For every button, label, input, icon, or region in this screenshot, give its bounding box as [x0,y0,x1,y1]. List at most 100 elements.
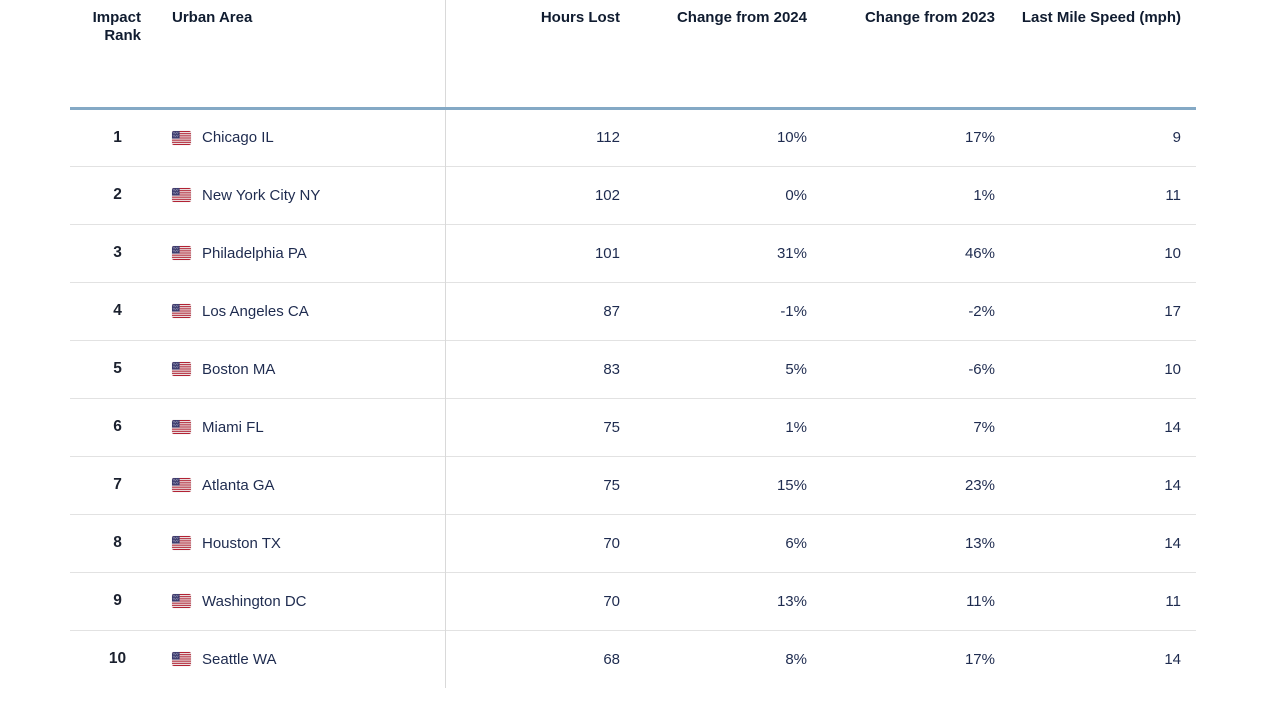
table-header: Impact Rank Urban Area Hours Lost Change… [70,0,1196,110]
urban-area-table: Impact Rank Urban Area Hours Lost Change… [70,0,1196,688]
table-row: 2 [70,165,1196,224]
urban-area-cell: Miami FL [165,397,446,456]
urban-area-cell: Philadelphia PA [165,223,446,282]
table-row: 6 [70,397,1196,456]
impact-rank-cell: 5 [70,339,165,398]
us-flag-icon [172,536,191,550]
urban-area-label: Houston TX [202,534,281,552]
table-row: 1 [70,108,1196,166]
last-mile-speed-cell: 14 [1010,513,1196,572]
urban-area-label: Philadelphia PA [202,244,307,262]
column-header-change-from-2024: Change from 2024 [635,0,822,110]
table-row: 4 [70,281,1196,340]
urban-area-cell: Chicago IL [165,108,446,166]
us-flag-icon [172,478,191,492]
us-flag-icon [172,652,191,667]
hours-lost-cell: 101 [445,223,635,282]
urban-area-label: Chicago IL [202,129,274,146]
change-from-2023-cell: -2% [822,281,1010,340]
impact-rank-cell: 7 [70,455,165,514]
hours-lost-cell: 83 [445,339,635,398]
last-mile-speed-cell: 14 [1010,629,1196,688]
column-header-last-mile-speed: Last Mile Speed (mph) [1010,0,1196,110]
hours-lost-cell: 70 [445,513,635,572]
impact-rank-cell: 4 [70,281,165,340]
change-from-2024-cell: 0% [635,165,822,224]
hours-lost-cell: 102 [445,165,635,224]
change-from-2024-cell: 1% [635,397,822,456]
change-from-2023-cell: 46% [822,223,1010,282]
us-flag-icon [172,246,191,260]
urban-area-cell: Boston MA [165,339,446,398]
change-from-2023-cell: 13% [822,513,1010,572]
traffic-scorecard-table: Impact Rank Urban Area Hours Lost Change… [70,0,1196,688]
change-from-2024-cell: 31% [635,223,822,282]
urban-area-label: Miami FL [202,418,264,436]
urban-area-label: Atlanta GA [202,476,275,494]
last-mile-speed-cell: 9 [1172,129,1181,146]
urban-area-label: Seattle WA [202,650,277,668]
urban-area-cell: Atlanta GA [165,455,446,514]
urban-area-label: Washington DC [202,592,307,610]
table-row: 8 [70,513,1196,572]
urban-area-cell: New York City NY [165,165,446,224]
change-from-2023-cell: 17% [964,129,995,146]
change-from-2024-cell: 8% [635,629,822,688]
us-flag-icon [172,594,191,608]
change-from-2024-cell: 13% [635,571,822,630]
hours-lost-cell: 68 [445,629,635,688]
urban-area-cell: Los Angeles CA [165,281,446,340]
us-flag-icon [172,188,191,202]
table-row: 3 [70,223,1196,282]
urban-area-cell: Seattle WA [165,629,446,688]
impact-rank-cell: 1 [113,128,122,146]
impact-rank-cell: 10 [70,629,165,688]
hours-lost-cell: 75 [445,397,635,456]
us-flag-icon [172,130,191,145]
change-from-2023-cell: 23% [822,455,1010,514]
header-row: Impact Rank Urban Area Hours Lost Change… [70,0,1196,110]
hours-lost-cell: 112 [596,129,620,146]
us-flag-icon [172,420,191,434]
hours-lost-cell: 75 [445,455,635,514]
impact-rank-cell: 9 [70,571,165,630]
table-body: 1 [70,108,1196,688]
last-mile-speed-cell: 17 [1010,281,1196,340]
impact-rank-cell: 2 [70,165,165,224]
urban-area-cell: Houston TX [165,513,446,572]
change-from-2024-cell: -1% [635,281,822,340]
hours-lost-cell: 70 [445,571,635,630]
last-mile-speed-cell: 10 [1010,339,1196,398]
impact-rank-cell: 3 [70,223,165,282]
change-from-2023-cell: 1% [822,165,1010,224]
last-mile-speed-cell: 11 [1010,571,1196,630]
urban-area-label: Boston MA [202,360,276,378]
impact-rank-cell: 8 [70,513,165,572]
impact-rank-cell: 6 [70,397,165,456]
urban-area-label: New York City NY [202,186,321,204]
table-row: 9 [70,571,1196,630]
change-from-2024-cell: 10% [776,129,807,146]
urban-area-cell: Washington DC [165,571,446,630]
change-from-2023-cell: 7% [822,397,1010,456]
us-flag-icon [172,362,191,376]
change-from-2023-cell: 17% [822,629,1010,688]
change-from-2023-cell: -6% [822,339,1010,398]
us-flag-icon [172,304,191,318]
last-mile-speed-cell: 10 [1010,223,1196,282]
last-mile-speed-cell: 14 [1010,455,1196,514]
change-from-2024-cell: 5% [635,339,822,398]
table-row: 7 [70,455,1196,514]
table-row: 5 [70,339,1196,398]
column-header-change-from-2023: Change from 2023 [822,0,1010,110]
column-header-urban-area: Urban Area [165,0,446,110]
column-header-hours-lost: Hours Lost [445,0,635,110]
change-from-2023-cell: 11% [822,571,1010,630]
last-mile-speed-cell: 11 [1010,165,1196,224]
change-from-2024-cell: 6% [635,513,822,572]
column-header-impact-rank: Impact Rank [70,0,165,110]
change-from-2024-cell: 15% [635,455,822,514]
urban-area-label: Los Angeles CA [202,302,309,320]
hours-lost-cell: 87 [445,281,635,340]
last-mile-speed-cell: 14 [1010,397,1196,456]
